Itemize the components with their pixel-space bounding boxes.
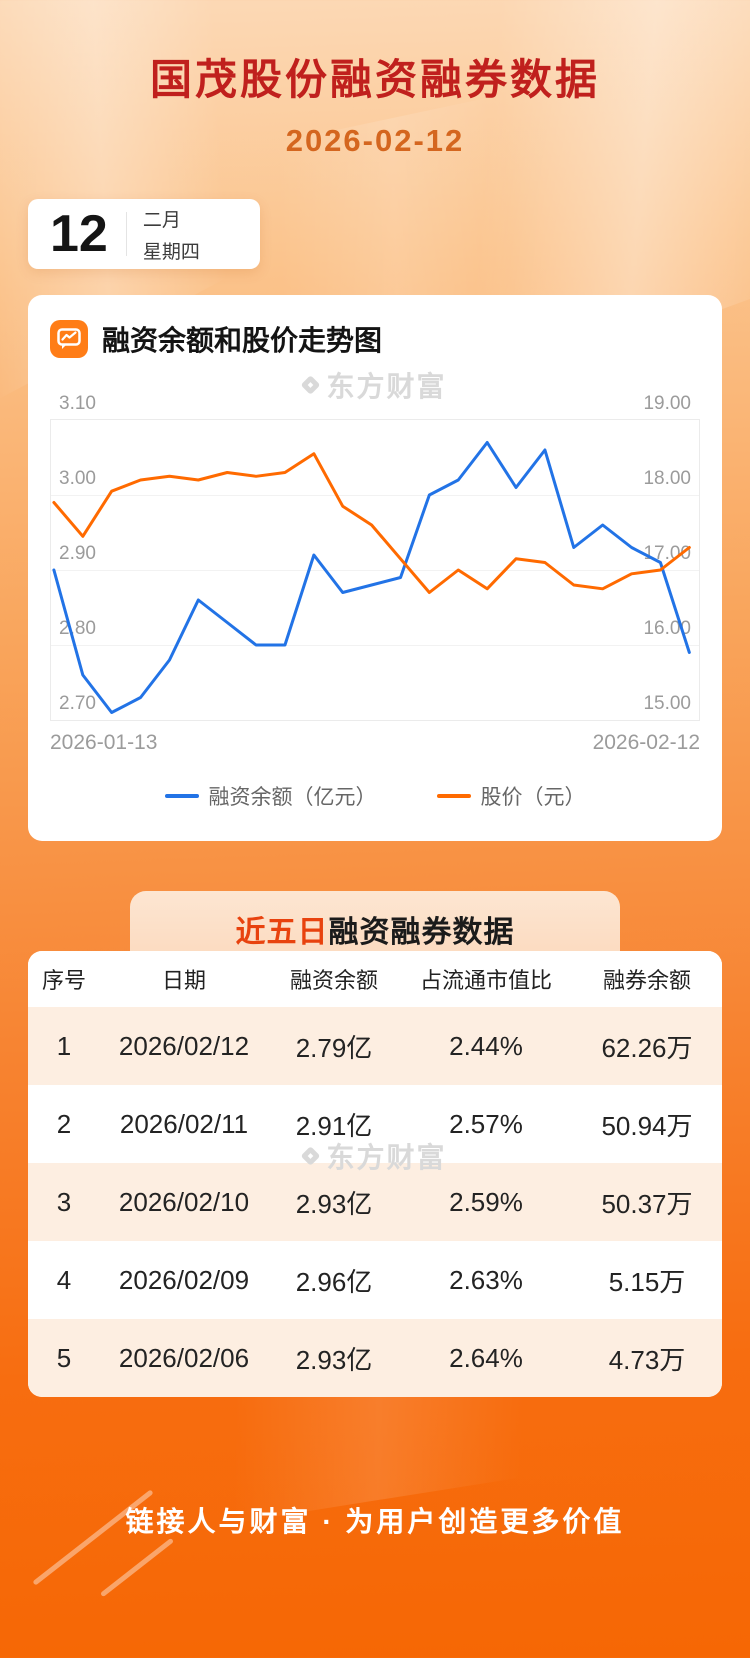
table-cell: 2026/02/09: [118, 1264, 250, 1295]
legend-item: 股价（元）: [436, 781, 586, 811]
table-cell: 62.26万: [601, 1032, 693, 1063]
table-cell: 5.15万: [608, 1266, 686, 1297]
table-cell: 4.73万: [608, 1344, 686, 1375]
table-cell: 2026/02/06: [118, 1342, 250, 1373]
chart-bubble-icon: [50, 320, 88, 358]
table-body: 1 2026/02/12 2.79亿 2.44% 62.26万 2 2026/02/11 2.…: [28, 1007, 722, 1397]
table-row: 2 2026/02/11 2.91亿 2.57% 50.94万: [28, 1085, 722, 1163]
legend-item: 融资余额（亿元）: [164, 781, 377, 811]
table-header-cell: 日期: [161, 968, 206, 993]
y-axis-right-tick: 15.00: [643, 693, 691, 714]
table-row: 3 2026/02/10 2.93亿 2.59% 50.37万: [28, 1163, 722, 1241]
table-cell: 2.57%: [449, 1108, 523, 1139]
table-cell: 2: [56, 1108, 72, 1139]
date-day: 12: [50, 205, 108, 263]
chart-card: 融资余额和股价走势图 东方财富 3.10 3.00 2.90 2.80 2.70…: [28, 295, 722, 841]
table-cell: 2.91亿: [295, 1110, 373, 1141]
table-cell: 3: [56, 1186, 72, 1217]
y-axis-left-tick: 3.00: [59, 468, 96, 489]
table-cell: 2.63%: [449, 1264, 523, 1295]
date-month: 二月: [142, 209, 181, 231]
banner-highlight: 近五日: [235, 916, 329, 949]
table-cell: 2026/02/11: [119, 1108, 249, 1139]
chart-area: 东方财富 3.10 3.00 2.90 2.80 2.70 19.00 18.0…: [50, 371, 700, 721]
footer-slogan: 链接人与财富 · 为用户创造更多价值: [125, 1506, 625, 1537]
table-cell: 50.37万: [601, 1188, 693, 1219]
table-header-cell: 融券余额: [602, 968, 691, 993]
chart-section-title: 融资余额和股价走势图: [102, 325, 383, 356]
page-title: 国茂股份融资融券数据: [149, 56, 600, 103]
table-row: 4 2026/02/09 2.96亿 2.63% 5.15万: [28, 1241, 722, 1319]
gridline: [51, 645, 699, 646]
watermark-logo-icon: [300, 375, 321, 395]
date-card-divider: [125, 212, 127, 256]
y-axis-left-tick: 2.70: [59, 693, 96, 714]
table-header-cell: 融资余额: [289, 968, 378, 993]
table-cell: 2026/02/12: [118, 1030, 250, 1061]
y-axis-left-tick: 3.10: [59, 393, 96, 414]
table-cell: 50.94万: [601, 1110, 693, 1141]
plot-area: 3.10 3.00 2.90 2.80 2.70 19.00 18.00 17.…: [50, 393, 700, 721]
table-row: 1 2026/02/12 2.79亿 2.44% 62.26万: [28, 1007, 722, 1085]
table-cell: 1: [56, 1030, 72, 1061]
table-cell: 2.44%: [449, 1030, 523, 1061]
y-axis-right-tick: 18.00: [643, 468, 691, 489]
table-row: 5 2026/02/06 2.93亿 2.64% 4.73万: [28, 1319, 722, 1397]
stock-price-line: [54, 454, 689, 593]
watermark-text: 东方财富: [326, 371, 447, 402]
chart-watermark: 东方财富: [300, 365, 447, 405]
gridline: [51, 495, 699, 496]
chart-legend: 融资余额（亿元） 股价（元）: [28, 781, 722, 811]
legend-marker-icon: [164, 794, 199, 798]
x-axis-end-label: 2026-02-12: [592, 731, 700, 754]
table-cell: 2026/02/10: [118, 1186, 250, 1217]
table-card: 东方财富 序号 日期 融资余额 占流通市值比 融券余额 1 2026/02/12 2.79亿…: [28, 951, 722, 1397]
legend-label: 融资余额（亿元）: [208, 786, 377, 809]
table-cell: 2.59%: [449, 1186, 523, 1217]
gridline: [51, 570, 699, 571]
table-header-cell: 序号: [41, 968, 86, 993]
table-cell: 4: [56, 1264, 72, 1295]
table-cell: 2.96亿: [295, 1266, 373, 1297]
date-weekday: 星期四: [142, 241, 200, 263]
table-cell: 2.64%: [449, 1342, 523, 1373]
date-card: 12 二月 星期四: [28, 199, 260, 269]
table-cell: 2.93亿: [295, 1344, 373, 1375]
table-cell: 5: [56, 1342, 72, 1373]
banner-title: 融资融券数据: [328, 916, 515, 949]
table-header-row: 序号 日期 融资余额 占流通市值比 融券余额: [28, 951, 722, 1007]
x-axis-start-label: 2026-01-13: [50, 731, 158, 754]
table-header-cell: 占流通市值比: [419, 968, 552, 993]
decorative-line: [100, 1537, 174, 1598]
chart-lines: [51, 420, 699, 720]
financing-balance-line: [54, 443, 689, 713]
legend-marker-icon: [436, 794, 471, 798]
table-cell: 2.93亿: [295, 1188, 373, 1219]
legend-label: 股价（元）: [480, 786, 586, 809]
page-date: 2026-02-12: [285, 123, 465, 158]
table-cell: 2.79亿: [295, 1032, 373, 1063]
y-axis-left-tick: 2.90: [59, 543, 96, 564]
y-axis-right-tick: 19.00: [643, 393, 691, 414]
